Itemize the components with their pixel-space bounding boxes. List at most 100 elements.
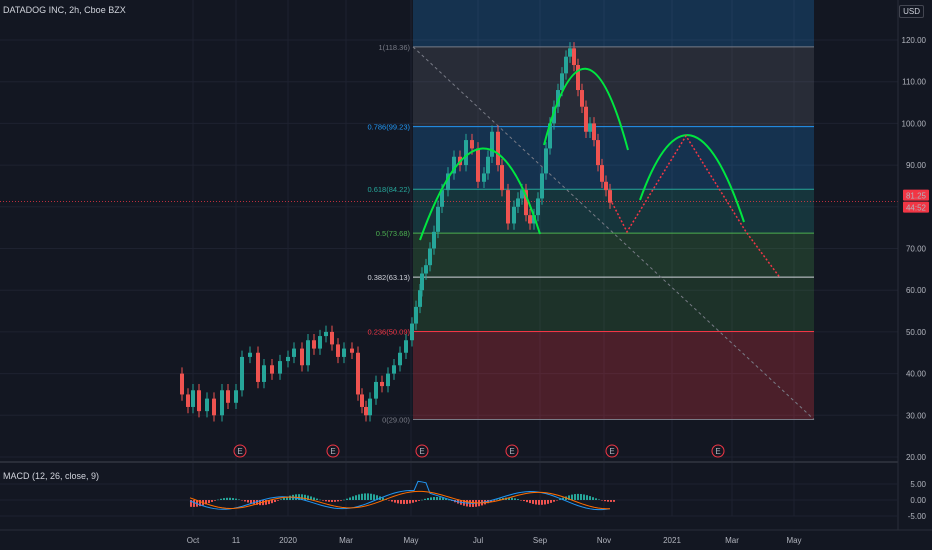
macd-bar	[547, 500, 549, 504]
macd-bar	[427, 497, 429, 500]
macd-bar	[214, 500, 216, 501]
macd-bar	[442, 497, 444, 500]
candle-body	[596, 140, 600, 166]
macd-bar	[382, 497, 384, 500]
y-tick-label: 120.00	[902, 36, 927, 45]
price-tag: 81.25	[903, 189, 929, 201]
macd-bar	[595, 498, 597, 500]
candle-body	[496, 131, 500, 166]
macd-signal-line	[189, 490, 611, 510]
candle-body	[588, 123, 592, 132]
macd-bar	[529, 500, 531, 504]
candle-body	[312, 340, 316, 349]
candle-body	[398, 352, 402, 366]
macd-bar	[289, 495, 291, 500]
candle-body	[580, 90, 584, 107]
macd-bar	[304, 494, 306, 500]
candle-body	[440, 190, 444, 207]
pattern-arc	[419, 147, 541, 241]
macd-bar	[325, 500, 327, 502]
macd-bar	[367, 493, 369, 500]
candle-body	[506, 190, 510, 224]
macd-indicator-title[interactable]: MACD (12, 26, close, 9)	[3, 471, 100, 481]
macd-bar	[391, 500, 393, 502]
macd-bar	[334, 500, 336, 502]
macd-bar	[412, 500, 414, 503]
candle-body	[556, 90, 560, 107]
candle-body	[262, 365, 266, 382]
candle-body	[516, 198, 520, 207]
macd-bar	[418, 500, 420, 501]
x-tick-label: Mar	[725, 536, 739, 545]
y-tick-label: 30.00	[906, 411, 927, 420]
macd-bar	[436, 496, 438, 500]
macd-bar	[562, 497, 564, 500]
macd-bar	[520, 500, 522, 501]
candle-body	[572, 48, 576, 66]
candle-body	[278, 361, 282, 374]
macd-bar	[343, 499, 345, 501]
pattern-arc	[639, 134, 745, 223]
macd-y-tick-label: -5.00	[908, 512, 927, 521]
earnings-marker-circle	[415, 444, 429, 458]
candle-body	[552, 106, 556, 124]
fib-zone	[413, 46, 814, 127]
macd-bar	[220, 498, 222, 500]
y-tick-label: 90.00	[906, 161, 927, 170]
fib-trend-line	[412, 46, 815, 420]
macd-y-tick-label: 5.00	[910, 480, 926, 489]
price-tag-label: 81.25	[906, 192, 927, 201]
macd-bar	[205, 500, 207, 505]
macd-bar	[499, 498, 501, 500]
price-candles	[180, 42, 612, 422]
fib-level-label: 0.5(73.68)	[376, 229, 411, 238]
candle-body	[486, 156, 490, 174]
earnings-marker-label: E	[237, 447, 242, 456]
macd-bar	[559, 499, 561, 500]
candle-body	[584, 106, 588, 132]
macd-bar	[277, 500, 279, 501]
macd-bar	[232, 498, 234, 500]
candle-body	[482, 173, 486, 182]
macd-bar	[604, 500, 606, 502]
candle-body	[270, 365, 274, 374]
candle-body	[386, 373, 390, 387]
fib-top-zone	[413, 0, 814, 47]
macd-bar	[280, 499, 282, 500]
macd-bar	[286, 496, 288, 500]
fib-zone	[413, 189, 814, 234]
candle-body	[256, 352, 260, 382]
price-tag-bg	[903, 201, 929, 213]
macd-bar	[394, 500, 396, 503]
macd-bar	[556, 500, 558, 501]
macd-bar	[592, 497, 594, 500]
candle-body	[512, 206, 516, 224]
currency-label[interactable]: USD	[899, 5, 924, 18]
earnings-marker-circle	[326, 444, 340, 458]
candle-body	[356, 352, 360, 395]
macd-bar	[316, 498, 318, 500]
macd-bar	[409, 500, 411, 504]
macd-bar	[424, 498, 426, 500]
candle-body	[548, 123, 552, 149]
chart-title: DATADOG INC, 2h, Cboe BZX	[3, 5, 126, 15]
candle-body	[490, 131, 494, 157]
candle-body	[392, 365, 396, 374]
candle-body	[446, 173, 450, 191]
macd-bar	[598, 499, 600, 500]
macd-bar	[400, 500, 402, 504]
x-tick-label: Jul	[473, 536, 483, 545]
macd-bar	[199, 500, 201, 507]
earnings-marker-label: E	[419, 447, 424, 456]
macd-bar	[229, 497, 231, 500]
macd-bar	[589, 496, 591, 500]
macd-bar	[535, 500, 537, 505]
macd-bar	[346, 498, 348, 500]
candle-body	[324, 331, 328, 337]
macd-bar	[532, 500, 534, 504]
candle-body	[186, 394, 190, 407]
price-tag-bg	[903, 189, 929, 201]
candle-body	[500, 165, 504, 191]
macd-bar	[313, 497, 315, 500]
